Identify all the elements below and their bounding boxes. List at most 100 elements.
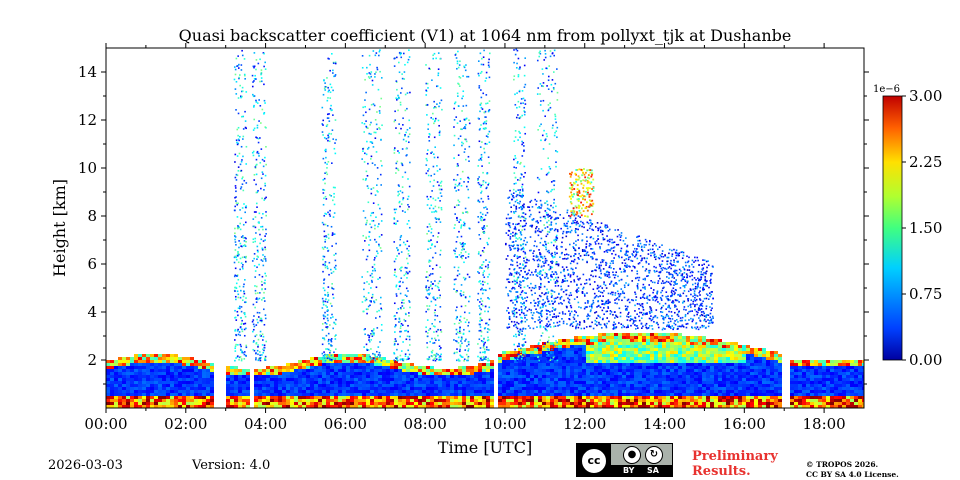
heatmap-cell <box>442 384 446 387</box>
noise-point <box>238 240 240 242</box>
noise-point <box>428 140 431 142</box>
heatmap-cell <box>814 387 818 390</box>
heatmap-cell <box>734 345 738 348</box>
heatmap-cell <box>350 363 354 366</box>
heatmap-cell <box>778 369 782 372</box>
heatmap-cell <box>534 351 538 354</box>
noise-point <box>370 158 372 160</box>
heatmap-cell <box>538 357 542 360</box>
heatmap-cell <box>318 384 322 387</box>
heatmap-cell <box>714 387 718 390</box>
heatmap-cell <box>790 369 794 372</box>
heatmap-cell <box>590 345 594 348</box>
noise-point <box>239 209 241 211</box>
noise-point <box>402 138 405 141</box>
heatmap-cell <box>554 390 558 393</box>
noise-point <box>257 353 259 356</box>
heatmap-cell <box>686 348 690 351</box>
heatmap-cell <box>642 402 646 405</box>
noise-point <box>439 266 441 269</box>
heatmap-cell <box>694 405 698 408</box>
heatmap-cell <box>810 372 814 375</box>
heatmap-cell <box>838 366 842 369</box>
heatmap-cell <box>646 372 650 375</box>
heatmap-cell <box>482 384 486 387</box>
heatmap-cell <box>710 387 714 390</box>
noise-point <box>264 258 267 260</box>
heatmap-cell <box>414 378 418 381</box>
noise-point <box>264 255 266 258</box>
heatmap-cell <box>654 390 658 393</box>
heatmap-cell <box>854 360 858 363</box>
heatmap-cell <box>114 402 118 405</box>
heatmap-cell <box>162 375 166 378</box>
heatmap-cell <box>578 384 582 387</box>
heatmap-cell <box>722 381 726 384</box>
noise-point <box>438 184 440 187</box>
noise-point <box>263 189 265 191</box>
noise-point <box>241 207 244 209</box>
heatmap-cell <box>638 333 642 336</box>
heatmap-cell <box>170 396 174 399</box>
heatmap-cell <box>438 393 442 396</box>
heatmap-cell <box>658 351 662 354</box>
noise-point <box>262 297 265 299</box>
heatmap-cell <box>690 387 694 390</box>
noise-point <box>431 211 433 213</box>
noise-point <box>406 247 408 250</box>
heatmap-cell <box>170 366 174 369</box>
heatmap-cell <box>306 390 310 393</box>
noise-point <box>242 128 245 130</box>
noise-point <box>468 160 470 162</box>
heatmap-cell <box>586 363 590 366</box>
heatmap-cell <box>470 387 474 390</box>
noise-point <box>234 236 237 238</box>
noise-point <box>376 167 379 169</box>
heatmap-cell <box>794 396 798 399</box>
noise-point <box>428 274 431 277</box>
heatmap-cell <box>686 396 690 399</box>
noise-point <box>236 143 239 146</box>
heatmap-cell <box>594 393 598 396</box>
heatmap-cell <box>746 354 750 357</box>
heatmap-cell <box>202 402 206 405</box>
heatmap-cell <box>746 360 750 363</box>
noise-point <box>462 142 465 145</box>
noise-point <box>369 223 371 226</box>
noise-point <box>332 297 335 299</box>
heatmap-cell <box>818 372 822 375</box>
heatmap-cell <box>178 384 182 387</box>
noise-point <box>261 197 263 200</box>
noise-point <box>375 151 378 153</box>
heatmap-cell <box>142 354 146 357</box>
heatmap-cell <box>650 336 654 339</box>
heatmap-cell <box>162 354 166 357</box>
heatmap-cell <box>522 405 526 408</box>
heatmap-cell <box>202 405 206 408</box>
heatmap-cell <box>614 369 618 372</box>
heatmap-cell <box>482 366 486 369</box>
heatmap-cell <box>758 399 762 402</box>
heatmap-cell <box>346 399 350 402</box>
heatmap-cell <box>346 384 350 387</box>
heatmap-cell <box>822 384 826 387</box>
noise-point <box>235 343 237 346</box>
noise-point <box>234 347 237 350</box>
noise-point <box>256 191 259 194</box>
noise-point <box>252 341 255 343</box>
noise-point <box>408 255 411 257</box>
heatmap-cell <box>582 390 586 393</box>
heatmap-cell <box>290 405 294 408</box>
heatmap-cell <box>774 384 778 387</box>
heatmap-cell <box>298 372 302 375</box>
heatmap-cell <box>722 402 726 405</box>
heatmap-cell <box>598 372 602 375</box>
heatmap-cell <box>414 366 418 369</box>
heatmap-cell <box>774 375 778 378</box>
heatmap-cell <box>150 360 154 363</box>
heatmap-cell <box>714 369 718 372</box>
heatmap-cell <box>614 360 618 363</box>
heatmap-cell <box>658 342 662 345</box>
heatmap-cell <box>586 399 590 402</box>
heatmap-cell <box>562 402 566 405</box>
